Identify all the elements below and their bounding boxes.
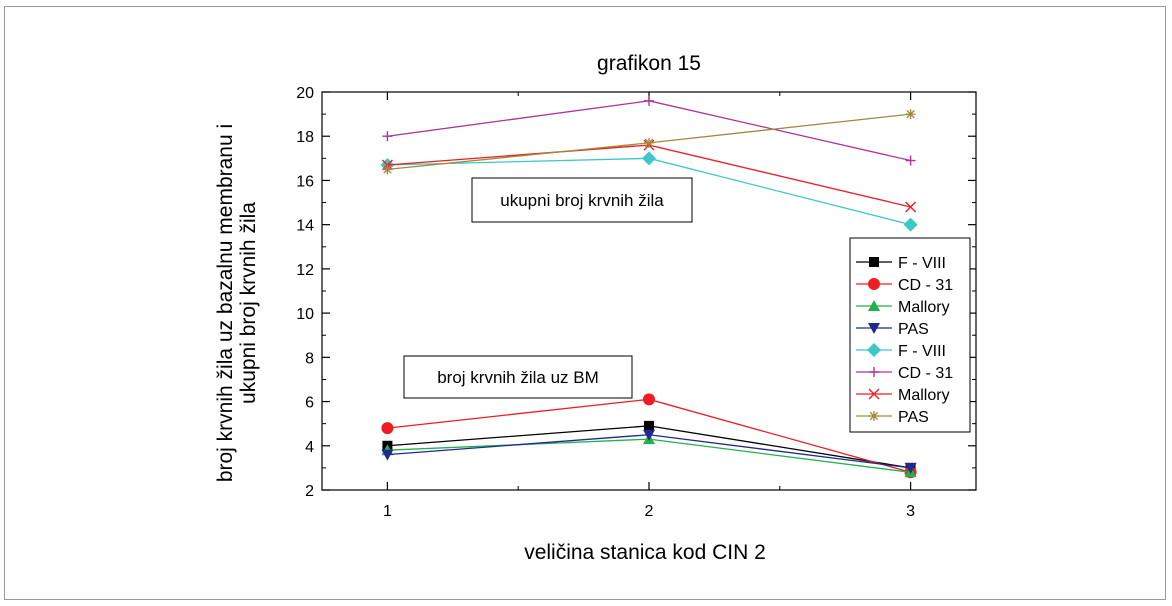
y-axis-label-line-1: broj krvnih žila uz bazalnu membranu i bbox=[214, 124, 237, 482]
legend-item: Mallory bbox=[856, 299, 950, 316]
data-point bbox=[905, 155, 916, 166]
x-tick-label: 1 bbox=[383, 503, 392, 520]
legend-label: F - VIII bbox=[898, 255, 946, 272]
legend-marker bbox=[869, 257, 879, 267]
y-tick-label: 2 bbox=[305, 483, 314, 500]
legend-label: F - VIII bbox=[898, 343, 946, 360]
legend-marker bbox=[868, 300, 880, 311]
data-point bbox=[644, 137, 654, 148]
data-point bbox=[381, 422, 394, 435]
annotation-bm: broj krvnih žila uz BM bbox=[403, 355, 633, 399]
y-tick-label: 20 bbox=[296, 85, 314, 102]
y-tick-label: 4 bbox=[305, 439, 314, 456]
annotation-total-text: ukupni broj krvnih žila bbox=[500, 191, 664, 210]
y-tick-label: 8 bbox=[305, 350, 314, 367]
y-tick-label: 10 bbox=[296, 306, 314, 323]
legend-item: F - VIII bbox=[856, 343, 946, 360]
legend: F - VIII CD - 31 Mallory PAS F - VIII CD - 31… bbox=[849, 237, 971, 433]
legend-label: CD - 31 bbox=[898, 277, 953, 294]
legend-box bbox=[849, 237, 971, 433]
data-point bbox=[642, 151, 656, 166]
y-tick-label: 6 bbox=[305, 395, 314, 412]
chart-frame bbox=[4, 6, 1166, 600]
series-layer bbox=[380, 95, 918, 479]
y-axis-label: broj krvnih žila uz bazalnu membranu i u… bbox=[214, 124, 260, 482]
data-point bbox=[643, 429, 655, 441]
y-tick-label: 12 bbox=[296, 262, 314, 279]
legend-marker bbox=[869, 367, 879, 377]
x-axis-label: veličina stanica kod CIN 2 bbox=[524, 541, 766, 564]
legend-marker bbox=[868, 323, 880, 334]
data-point bbox=[904, 462, 917, 474]
legend-item: PAS bbox=[856, 321, 929, 338]
legend-item: Mallory bbox=[856, 387, 950, 404]
y-tick-label: 14 bbox=[296, 218, 314, 235]
legend-item: CD - 31 bbox=[856, 277, 953, 294]
data-point bbox=[903, 217, 918, 232]
data-point bbox=[382, 164, 393, 175]
legend-label: PAS bbox=[898, 321, 929, 338]
legend-marker bbox=[869, 411, 879, 421]
legend-item: F - VIII bbox=[856, 255, 946, 272]
legend-marker bbox=[867, 343, 881, 357]
legend-label: Mallory bbox=[898, 387, 950, 404]
data-point bbox=[905, 109, 916, 120]
series-8 bbox=[382, 109, 916, 175]
annotation-total: ukupni broj krvnih žila bbox=[471, 177, 693, 223]
data-point bbox=[905, 201, 917, 213]
annotation-bm-text: broj krvnih žila uz BM bbox=[437, 368, 599, 387]
data-point bbox=[644, 95, 654, 106]
data-point bbox=[643, 393, 655, 406]
y-tick-label: 18 bbox=[296, 129, 314, 146]
x-tick-label: 2 bbox=[645, 503, 654, 520]
legend-label: PAS bbox=[898, 409, 929, 426]
legend-label: Mallory bbox=[898, 299, 950, 316]
legend-item: CD - 31 bbox=[856, 365, 953, 382]
legend-marker bbox=[868, 388, 880, 400]
series-4 bbox=[381, 429, 917, 474]
legend-marker bbox=[868, 278, 880, 290]
data-point bbox=[644, 420, 654, 431]
chart-title: grafikon 15 bbox=[597, 52, 701, 75]
series-6 bbox=[382, 95, 916, 166]
legend-label: CD - 31 bbox=[898, 365, 953, 382]
y-tick-label: 16 bbox=[296, 173, 314, 190]
x-tick-label: 3 bbox=[906, 503, 915, 520]
data-point bbox=[382, 131, 393, 142]
data-point bbox=[381, 449, 394, 461]
y-axis-label-line-2: ukupni broj krvnih žila bbox=[237, 202, 260, 404]
legend-item: PAS bbox=[856, 409, 929, 426]
